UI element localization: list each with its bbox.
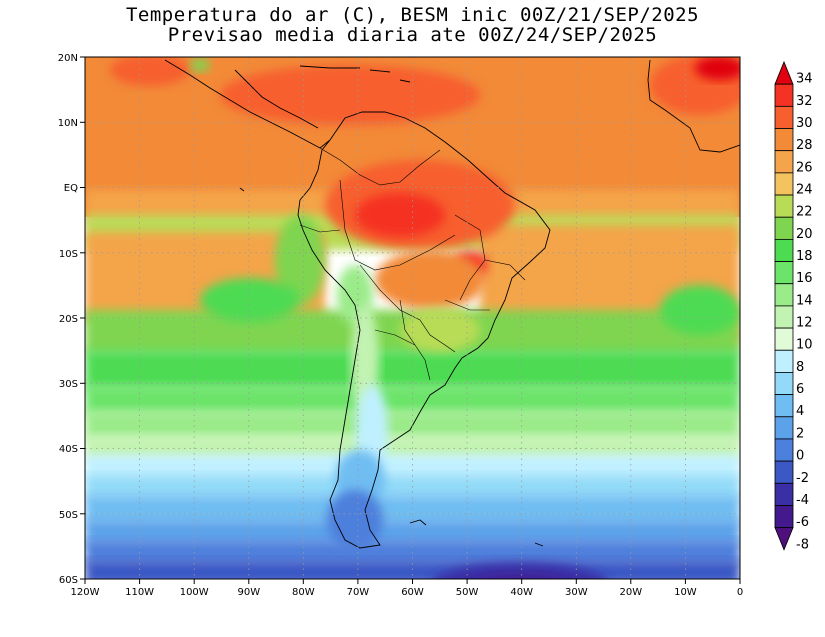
lon-label: 80W bbox=[292, 587, 315, 598]
africa-coast bbox=[647, 59, 740, 153]
colorbar-label: 28 bbox=[796, 138, 813, 153]
temperature-field bbox=[85, 57, 740, 579]
axis-ticks bbox=[80, 56, 741, 584]
lon-label: 20W bbox=[619, 587, 642, 598]
lon-label: 50W bbox=[456, 587, 479, 598]
colorbar-label: 26 bbox=[796, 160, 813, 175]
colorbar-cell bbox=[774, 482, 794, 506]
colorbar-cell bbox=[774, 416, 794, 440]
colorbar-cell bbox=[774, 216, 794, 240]
colorbar-cell bbox=[774, 505, 794, 529]
south-georgia bbox=[534, 542, 544, 547]
south-america-coast bbox=[297, 111, 551, 549]
central-america-coast-2 bbox=[234, 69, 319, 129]
coastlines bbox=[164, 59, 740, 549]
colorbar-label: -6 bbox=[796, 515, 809, 530]
lat-label: 30S bbox=[59, 379, 78, 390]
colorbar-cell bbox=[774, 438, 794, 462]
caribbean-islands bbox=[299, 65, 411, 83]
colorbar-label: -2 bbox=[796, 471, 809, 486]
lat-label: 40S bbox=[59, 444, 78, 455]
colorbar-label: 34 bbox=[796, 72, 813, 87]
lat-label: 60S bbox=[59, 575, 78, 586]
galapagos bbox=[239, 187, 245, 192]
lat-label: 20S bbox=[59, 314, 78, 325]
colorbar-cell bbox=[774, 327, 794, 351]
lon-label: 110W bbox=[125, 587, 154, 598]
lon-label: 10W bbox=[674, 587, 697, 598]
colorbar-cell bbox=[774, 394, 794, 418]
lat-label: 10S bbox=[59, 249, 78, 260]
map-title-line2: Previsao media diaria ate 00Z/24/SEP/202… bbox=[167, 24, 658, 46]
colorbar-label: 2 bbox=[796, 426, 804, 441]
falklands bbox=[409, 519, 427, 526]
colorbar-cell bbox=[774, 105, 794, 129]
colorbar-cell bbox=[774, 238, 794, 262]
colorbar-cell bbox=[774, 349, 794, 373]
colorbar-cell bbox=[774, 83, 794, 107]
colorbar-cell bbox=[774, 372, 794, 396]
lat-label: 20N bbox=[58, 53, 78, 64]
lat-label: EQ bbox=[64, 183, 78, 194]
colorbar-cell bbox=[774, 283, 794, 307]
latitude-labels: 20N 10N EQ 10S 20S 30S 40S 50S 60S bbox=[58, 53, 78, 586]
colorbar-label: 6 bbox=[796, 382, 804, 397]
colorbar-label: 16 bbox=[796, 271, 813, 286]
colorbar-label: 4 bbox=[796, 404, 804, 419]
lat-label: 50S bbox=[59, 510, 78, 521]
lon-label: 0 bbox=[737, 587, 743, 598]
colorbar-cell bbox=[774, 460, 794, 484]
grid-lines bbox=[85, 57, 740, 579]
colorbar-top-arrow bbox=[774, 60, 794, 85]
lon-label: 60W bbox=[401, 587, 424, 598]
colorbar-cell bbox=[774, 128, 794, 152]
lon-label: 90W bbox=[237, 587, 260, 598]
lon-label: 30W bbox=[565, 587, 588, 598]
colorbar-cell bbox=[774, 172, 794, 196]
political-borders bbox=[299, 147, 526, 381]
colorbar-cell bbox=[774, 261, 794, 285]
colorbar-label: 14 bbox=[796, 293, 813, 308]
colorbar-label: 18 bbox=[796, 249, 813, 264]
lon-label: 120W bbox=[71, 587, 100, 598]
colorbar-label: 12 bbox=[796, 316, 813, 331]
colorbar-cell bbox=[774, 194, 794, 218]
colorbar-cells bbox=[774, 60, 794, 551]
colorbar-label: 32 bbox=[796, 94, 813, 109]
colorbar-label: 24 bbox=[796, 183, 813, 198]
colorbar-label: 8 bbox=[796, 360, 804, 375]
map-title-line1: Temperatura do ar (C), BESM inic 00Z/21/… bbox=[125, 4, 700, 26]
colorbar-label: 10 bbox=[796, 338, 813, 353]
colorbar-cell bbox=[774, 150, 794, 174]
colorbar-label: 20 bbox=[796, 227, 813, 242]
central-america-coast bbox=[164, 59, 331, 149]
longitude-labels: 120W 110W 100W 90W 80W 70W 60W 50W 40W 3… bbox=[71, 587, 744, 598]
colorbar-label: 22 bbox=[796, 205, 813, 220]
colorbar-bottom-arrow bbox=[774, 527, 794, 551]
lon-label: 100W bbox=[180, 587, 209, 598]
lat-label: 10N bbox=[58, 118, 78, 129]
colorbar-label: 0 bbox=[796, 449, 804, 464]
lon-label: 70W bbox=[347, 587, 370, 598]
colorbar-label: 30 bbox=[796, 116, 813, 131]
colorbar-label: -4 bbox=[796, 493, 809, 508]
colorbar-cell bbox=[774, 305, 794, 329]
colorbar-label: -8 bbox=[796, 537, 809, 552]
lon-label: 40W bbox=[510, 587, 533, 598]
